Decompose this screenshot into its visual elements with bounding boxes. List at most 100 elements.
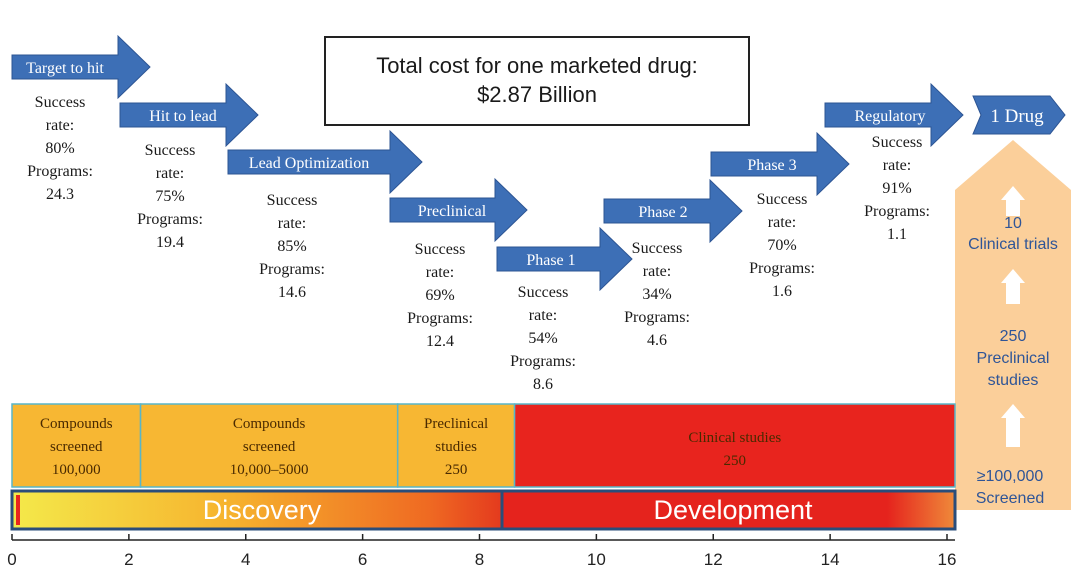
axis-tick-label: 4 [241,550,250,569]
box-line1: Compounds [233,416,306,432]
success-label: Success [632,240,683,257]
rate-label: rate: [643,263,671,280]
box-line3: 250 [445,462,468,478]
success-rate-value: 91% [882,180,911,197]
funnel-preclinical-line1: Preclinical [977,350,1050,367]
up-arrow-icon [1001,404,1025,447]
stage-arrow-hit-to-lead: Hit to lead [119,82,259,148]
stage-arrow-lead-optimization: Lead Optimization [227,129,423,195]
axis-tick-label: 10 [587,550,606,569]
stage-box-rect [139,403,399,488]
box-line3: 100,000 [52,462,101,478]
programs-label: Programs: [749,260,815,277]
funnel-clinical-label: Clinical trials [968,236,1058,253]
stage-stats: Success rate: 70% Programs: 1.6 [749,191,815,300]
programs-label: Programs: [407,310,473,327]
success-label: Success [518,284,569,301]
development-bar [500,489,957,531]
success-rate-value: 75% [155,188,184,205]
stage-statistics: Success rate: 80% Programs: 24.3 Success rate:… [27,94,930,393]
funnel-panel: 10 Clinical trials 250 Preclinical studi… [955,140,1071,510]
total-cost-line2: $2.87 Billion [477,82,597,107]
stage-stats: Success rate: 34% Programs: 4.6 [624,240,690,349]
box-line3: 10,000–5000 [230,462,309,478]
funnel-screened-label: Screened [976,490,1045,507]
success-label: Success [757,191,808,208]
success-rate-value: 34% [642,286,671,303]
stage-arrow-preclinical: Preclinical [389,177,528,243]
rate-label: rate: [278,215,306,232]
programs-label: Programs: [137,211,203,228]
rate-label: rate: [768,214,796,231]
success-rate-value: 85% [277,238,306,255]
programs-value: 12.4 [426,333,454,350]
axis-tick-label: 2 [124,550,133,569]
success-label: Success [415,241,466,258]
box-line1: Clinical studies [688,430,781,446]
programs-value: 14.6 [278,284,306,301]
box-line2: screened [50,439,103,455]
stage-arrow-target-to-hit: Target to hit [11,34,151,100]
programs-value: 19.4 [156,234,184,251]
success-rate-value: 69% [425,287,454,304]
final-drug-label: 1 Drug [990,106,1044,127]
success-label: Success [267,192,318,209]
box-line2: screened [243,439,296,455]
programs-value: 8.6 [533,376,553,393]
compound-boxes: Compounds screened 100,000 Compounds screene… [11,403,956,488]
stage-box: Compounds screened 100,000 [11,403,142,488]
rate-label: rate: [156,165,184,182]
stage-box: Compounds screened 10,000–5000 [139,403,399,488]
total-cost-line1: Total cost for one marketed drug: [376,53,698,78]
stage-box-rect [513,403,956,488]
stage-stats: Success rate: 80% Programs: 24.3 [27,94,93,203]
programs-label: Programs: [510,353,576,370]
total-cost-box: Total cost for one marketed drug: $2.87 … [324,36,750,126]
success-rate-value: 70% [767,237,796,254]
axis-tick-label: 8 [475,550,484,569]
success-rate-value: 80% [45,140,74,157]
rate-label: rate: [883,157,911,174]
success-label: Success [35,94,86,111]
programs-value: 24.3 [46,186,74,203]
axis-tick-label: 16 [938,550,957,569]
stage-box: Preclinical studies 250 [396,403,516,488]
discovery-label: Discovery [203,495,322,525]
funnel-preclinical-line2: studies [988,372,1039,389]
axis-tick-label: 6 [358,550,367,569]
stage-label: Hit to lead [149,108,217,125]
stage-label: Phase 3 [747,157,796,174]
rate-label: rate: [46,117,74,134]
success-label: Success [872,134,923,151]
stage-arrow-phase-2: Phase 2 [603,178,743,244]
stage-stats: Success rate: 54% Programs: 8.6 [510,284,576,393]
programs-label: Programs: [259,261,325,278]
stage-arrow-regulatory: Regulatory [824,82,964,148]
up-arrow-icon [1001,269,1025,304]
years-axis: 0 2 4 6 8 10 12 14 16 [7,534,956,569]
phase-bar: Discovery Development [10,489,957,531]
stage-box-rect [11,403,142,488]
programs-label: Programs: [27,163,93,180]
stage-label: Preclinical [418,203,487,220]
stage-arrow-phase-1: Phase 1 [496,226,633,292]
box-line2: studies [435,439,477,455]
axis-tick-label: 12 [704,550,723,569]
discovery-bar [10,489,504,531]
stage-stats: Success rate: 91% Programs: 1.1 [864,134,930,243]
funnel-clinical-num: 10 [1004,215,1022,232]
stage-stats: Success rate: 69% Programs: 12.4 [407,241,473,350]
stage-stats: Success rate: 85% Programs: 14.6 [259,192,325,301]
axis-tick-label: 0 [7,550,16,569]
programs-value: 1.6 [772,283,792,300]
stage-label: Lead Optimization [249,155,369,172]
stage-label: Phase 2 [638,204,687,221]
development-label: Development [653,495,813,525]
stage-label: Phase 1 [526,252,575,269]
stage-arrow-phase-3: Phase 3 [710,131,850,197]
stage-box: Clinical studies 250 [513,403,956,488]
programs-label: Programs: [864,203,930,220]
success-label: Success [145,142,196,159]
box-line1: Compounds [40,416,113,432]
